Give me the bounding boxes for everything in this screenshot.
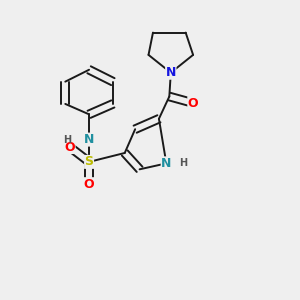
Text: H: H	[63, 135, 71, 145]
Text: O: O	[188, 97, 198, 110]
Text: O: O	[64, 140, 75, 154]
Text: N: N	[84, 133, 94, 146]
Text: N: N	[161, 157, 172, 170]
Text: O: O	[84, 178, 94, 191]
Text: S: S	[85, 155, 94, 168]
Text: H: H	[178, 158, 187, 168]
Text: N: N	[166, 66, 176, 79]
